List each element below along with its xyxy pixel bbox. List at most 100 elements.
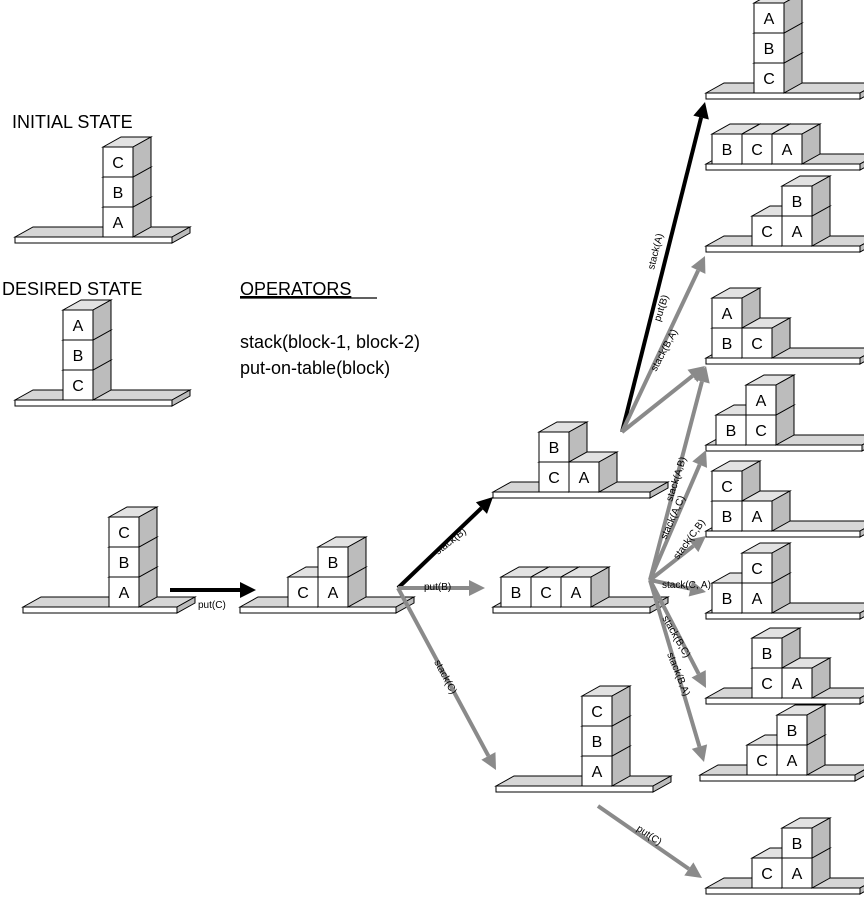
level2-mid-state-block-c-label: C bbox=[540, 585, 552, 602]
leaf-1-block-a-label: A bbox=[764, 11, 775, 28]
level2-bot-state-block-c: C bbox=[580, 685, 632, 727]
root-state-block-c: C bbox=[107, 506, 159, 548]
leaf-4-block-a: A bbox=[710, 287, 762, 329]
level2-top-state-block-b-label: B bbox=[549, 440, 560, 457]
leaf-3-block-a-label: A bbox=[792, 224, 803, 241]
edge-label-e_stackCA: stack(C, A) bbox=[662, 580, 711, 591]
leaf-7-block-c: C bbox=[740, 542, 792, 584]
leaf-8-block-a: A bbox=[780, 657, 832, 699]
operators-heading: OPERATORS bbox=[240, 279, 351, 299]
leaf-3-block-b: B bbox=[780, 175, 832, 217]
initial-state-block-c-label: C bbox=[112, 155, 124, 172]
leaf-10-block-c-label: C bbox=[761, 866, 773, 883]
leaf-1-block-c-label: C bbox=[763, 71, 775, 88]
edge-label-e_putC_root: put(C) bbox=[198, 600, 226, 611]
leaf-9-block-c-label: C bbox=[756, 753, 768, 770]
level2-bot-state-block-a-label: A bbox=[592, 764, 603, 781]
leaf-8-block-a-label: A bbox=[792, 676, 803, 693]
leaf-2-block-c-label: C bbox=[751, 142, 763, 159]
operator-put-on-table: put-on-table(block) bbox=[240, 358, 390, 378]
leaf-2-block-a: A bbox=[770, 123, 822, 165]
leaf-9-block-b-label: B bbox=[787, 723, 798, 740]
initial-state-title: INITIAL STATE bbox=[12, 112, 133, 132]
desired-state-block-c-label: C bbox=[72, 378, 84, 395]
arrow-put-c-bottom bbox=[596, 804, 702, 878]
arrow-stack-c-a bbox=[649, 578, 706, 597]
level2-mid-state-block-a-label: A bbox=[571, 585, 582, 602]
desired-state-block-a: A bbox=[61, 299, 113, 341]
arrow-stack-a bbox=[620, 102, 709, 433]
initial-state-block-a-label: A bbox=[113, 215, 124, 232]
leaf-10-block-a: A bbox=[780, 847, 832, 889]
leaf-10-block-b-label: B bbox=[792, 836, 803, 853]
desired-state-title: DESIRED STATE bbox=[2, 279, 142, 299]
root-state-block-c-label: C bbox=[118, 525, 130, 542]
leaf-5-block-c-label: C bbox=[755, 423, 767, 440]
leaf-4-block-b-label: B bbox=[722, 336, 733, 353]
leaf-7-block-b-label: B bbox=[722, 591, 733, 608]
leaf-9-block-a-label: A bbox=[787, 753, 798, 770]
leaf-1-block-b-label: B bbox=[764, 41, 775, 58]
level2-top-state-block-a-label: A bbox=[579, 470, 590, 487]
edge-label-e_stackBA_mid: stack(B,A) bbox=[664, 651, 691, 698]
level1-state-block-b-label: B bbox=[328, 555, 339, 572]
arrow-stack-a-b bbox=[648, 366, 710, 581]
level2-mid-state-block-b-label: B bbox=[511, 585, 522, 602]
edge-label-e_putB_1: put(B) bbox=[424, 582, 451, 593]
leaf-5-block-b-label: B bbox=[726, 423, 737, 440]
leaf-8-block-b-label: B bbox=[762, 646, 773, 663]
level1-state-block-c-label: C bbox=[297, 585, 309, 602]
arrow-stack-b-c bbox=[648, 579, 706, 688]
leaf-9-block-a: A bbox=[775, 734, 827, 776]
level1-state-block-a-label: A bbox=[328, 585, 339, 602]
leaf-8-block-b: B bbox=[750, 627, 802, 669]
edge-label-e_stackC_1: stack(C) bbox=[431, 658, 458, 696]
leaf-5-block-a: A bbox=[744, 374, 796, 416]
level1-state-block-b: B bbox=[316, 536, 368, 578]
leaf-2-block-b-label: B bbox=[722, 142, 733, 159]
root-state-block-b-label: B bbox=[119, 555, 130, 572]
leaf-7-block-c-label: C bbox=[751, 561, 763, 578]
leaf-1-block-a: A bbox=[752, 0, 803, 34]
leaf-3-block-b-label: B bbox=[792, 194, 803, 211]
arrow-stack-b-a-mid bbox=[648, 579, 708, 762]
leaf-10-block-a-label: A bbox=[792, 866, 803, 883]
level2-bot-state-block-b-label: B bbox=[592, 734, 603, 751]
level2-top-state-block-a: A bbox=[567, 451, 619, 493]
arrow-put-b-top bbox=[620, 256, 706, 433]
leaf-2-block-a-label: A bbox=[782, 142, 793, 159]
level2-bot-state-block-c-label: C bbox=[591, 704, 603, 721]
arrows-layer bbox=[170, 102, 710, 878]
initial-state-block-c: C bbox=[101, 136, 153, 178]
leaf-4-block-a-label: A bbox=[722, 306, 733, 323]
arrow-put-c-root bbox=[170, 582, 256, 598]
edge-label-e_stackB_1: stack(B) bbox=[433, 526, 469, 557]
edge-labels-layer: put(C)stack(B)put(B)stack(C)stack(A)put(… bbox=[198, 232, 711, 848]
arrow-stack-c bbox=[396, 587, 496, 770]
arrow-stack-b-a-top bbox=[620, 366, 705, 434]
leaf-6-block-c: C bbox=[710, 460, 762, 502]
edge-label-e_stackBA_top: stack(B,A) bbox=[649, 328, 680, 374]
leaf-9-block-b: B bbox=[775, 704, 827, 746]
leaf-6-block-a-label: A bbox=[752, 509, 763, 526]
leaf-7-block-a-label: A bbox=[752, 591, 763, 608]
arrow-stack-a-c bbox=[648, 450, 708, 581]
root-state-block-a-label: A bbox=[119, 585, 130, 602]
leaf-3-block-c-label: C bbox=[761, 224, 773, 241]
leaf-8-block-c-label: C bbox=[761, 676, 773, 693]
level2-top-state-block-b: B bbox=[537, 421, 589, 463]
labels-layer: INITIAL STATE DESIRED STATE OPERATORS st… bbox=[2, 112, 420, 378]
leaf-5-block-a-label: A bbox=[756, 393, 767, 410]
level2-mid-state-block-a: A bbox=[559, 566, 611, 608]
arrow-put-b bbox=[398, 580, 485, 596]
arrow-stack-c-b bbox=[648, 536, 706, 582]
leaf-6-block-a: A bbox=[740, 490, 792, 532]
arrow-stack-b bbox=[396, 497, 493, 590]
leaf-6-block-c-label: C bbox=[721, 479, 733, 496]
leaf-10-block-b: B bbox=[780, 817, 832, 859]
desired-state-block-a-label: A bbox=[73, 318, 84, 335]
level2-top-state-block-c-label: C bbox=[548, 470, 560, 487]
leaf-6-block-b-label: B bbox=[722, 509, 733, 526]
